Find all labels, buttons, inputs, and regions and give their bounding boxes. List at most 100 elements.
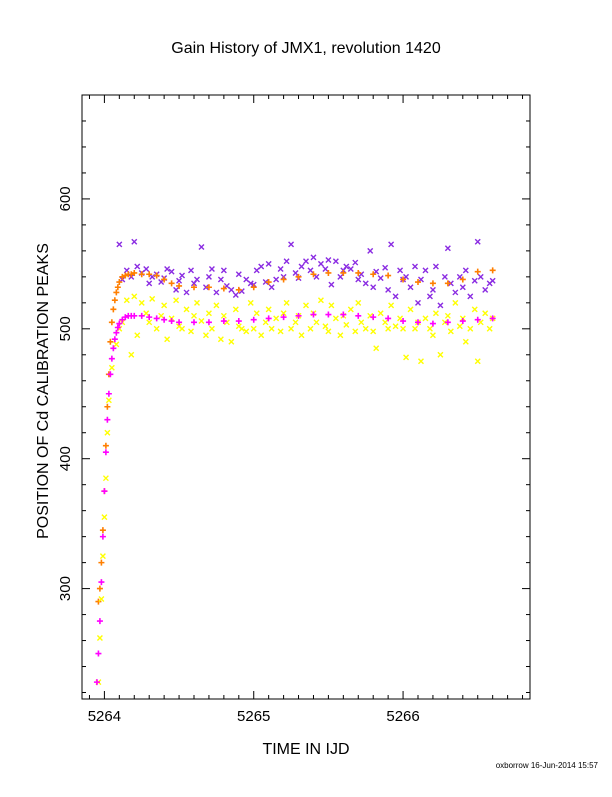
data-point-lower_scatter <box>373 345 380 352</box>
data-point-upper_scatter <box>322 266 329 273</box>
data-point-lower_scatter <box>444 312 451 319</box>
data-point-upper_scatter <box>355 276 362 283</box>
data-point-lower_scatter <box>347 306 354 313</box>
data-point-upper_scatter <box>277 266 284 273</box>
data-point-upper_smooth <box>280 276 287 283</box>
x-tick-label: 5264 <box>88 708 121 725</box>
data-point-upper_scatter <box>426 293 433 300</box>
data-point-upper_scatter <box>373 268 380 275</box>
data-point-upper_scatter <box>482 286 489 293</box>
data-point-upper_smooth <box>295 273 302 280</box>
data-point-lower_scatter <box>217 336 224 343</box>
data-point-upper_smooth <box>116 279 123 286</box>
data-point-upper_smooth <box>111 297 118 304</box>
data-point-upper_smooth <box>153 272 160 279</box>
data-point-upper_scatter <box>193 276 200 283</box>
data-point-upper_smooth <box>250 284 257 291</box>
data-point-lower_scatter <box>158 312 165 319</box>
data-point-upper_scatter <box>417 276 424 283</box>
data-point-upper_scatter <box>459 284 466 291</box>
data-point-lower_scatter <box>362 325 369 332</box>
data-point-upper_smooth <box>325 269 332 276</box>
data-point-upper_scatter <box>173 286 180 293</box>
data-point-upper_scatter <box>332 258 339 265</box>
data-point-upper_scatter <box>477 273 484 280</box>
data-point-lower_smooth <box>489 315 496 322</box>
data-point-lower_smooth <box>280 314 287 321</box>
data-point-lower_smooth <box>101 488 108 495</box>
data-point-lower_smooth <box>98 579 105 586</box>
data-point-lower_scatter <box>400 325 407 332</box>
data-point-lower_scatter <box>277 328 284 335</box>
data-point-lower_scatter <box>134 332 141 339</box>
data-point-lower_smooth <box>138 312 145 319</box>
data-point-lower_scatter <box>328 302 335 309</box>
data-point-lower_smooth <box>116 320 123 327</box>
data-marks <box>93 238 496 686</box>
data-point-lower_scatter <box>253 310 260 317</box>
data-point-upper_scatter <box>292 269 299 276</box>
footer-credit: oxborrow 16-Jun-2014 15:57 <box>495 761 598 770</box>
data-point-lower_smooth <box>95 650 102 657</box>
data-point-lower_scatter <box>313 319 320 326</box>
series-upper_smooth <box>95 267 496 605</box>
data-point-upper_smooth <box>96 585 103 592</box>
data-point-upper_smooth <box>235 286 242 293</box>
data-point-lower_scatter <box>426 325 433 332</box>
series-upper_scatter <box>116 238 496 309</box>
data-point-upper_scatter <box>437 302 444 309</box>
data-point-upper_scatter <box>397 267 404 274</box>
data-point-upper_scatter <box>313 273 320 280</box>
data-point-lower_scatter <box>149 295 156 302</box>
data-point-lower_smooth <box>161 316 168 323</box>
data-point-upper_smooth <box>385 272 392 279</box>
data-point-upper_scatter <box>253 267 260 274</box>
data-point-upper_smooth <box>265 279 272 286</box>
data-point-lower_scatter <box>198 318 205 325</box>
data-point-upper_smooth <box>110 306 117 313</box>
data-point-lower_scatter <box>161 302 168 309</box>
data-point-lower_scatter <box>317 297 324 304</box>
data-point-lower_scatter <box>486 325 493 332</box>
data-point-upper_scatter <box>412 263 419 270</box>
data-point-lower_scatter <box>173 297 180 304</box>
data-point-lower_smooth <box>295 312 302 319</box>
data-point-upper_scatter <box>467 293 474 300</box>
data-point-upper_smooth <box>107 338 114 345</box>
data-point-upper_scatter <box>462 267 469 274</box>
data-point-upper_scatter <box>116 241 123 248</box>
data-point-upper_scatter <box>347 266 354 273</box>
data-point-lower_scatter <box>96 634 103 641</box>
data-point-lower_scatter <box>208 325 215 332</box>
data-point-upper_smooth <box>489 267 496 274</box>
data-point-lower_scatter <box>105 397 112 404</box>
data-point-lower_scatter <box>429 332 436 339</box>
data-point-upper_scatter <box>298 263 305 270</box>
data-point-lower_scatter <box>292 319 299 326</box>
data-point-lower_scatter <box>452 299 459 306</box>
data-point-upper_smooth <box>138 271 145 278</box>
data-point-lower_scatter <box>123 297 130 304</box>
data-point-upper_scatter <box>415 299 421 306</box>
data-point-upper_scatter <box>370 284 377 291</box>
data-point-lower_smooth <box>113 329 120 336</box>
data-point-upper_scatter <box>307 267 314 274</box>
data-point-upper_scatter <box>232 292 239 299</box>
x-axis-label: TIME IN IJD <box>262 741 349 758</box>
y-tick-label: 300 <box>57 576 74 601</box>
data-point-lower_scatter <box>343 321 350 328</box>
data-point-lower_smooth <box>474 316 481 323</box>
data-point-upper_scatter <box>179 272 186 279</box>
data-point-lower_scatter <box>98 595 105 602</box>
data-point-lower_scatter <box>385 325 392 332</box>
data-point-lower_scatter <box>377 310 384 317</box>
data-point-upper_scatter <box>228 286 235 293</box>
data-point-upper_smooth <box>474 268 481 275</box>
data-point-lower_smooth <box>220 318 227 325</box>
data-point-lower_smooth <box>429 320 436 327</box>
data-point-lower_scatter <box>358 319 365 326</box>
data-point-lower_scatter <box>392 323 399 330</box>
data-point-upper_smooth <box>400 276 407 283</box>
series-lower_smooth <box>93 311 496 686</box>
